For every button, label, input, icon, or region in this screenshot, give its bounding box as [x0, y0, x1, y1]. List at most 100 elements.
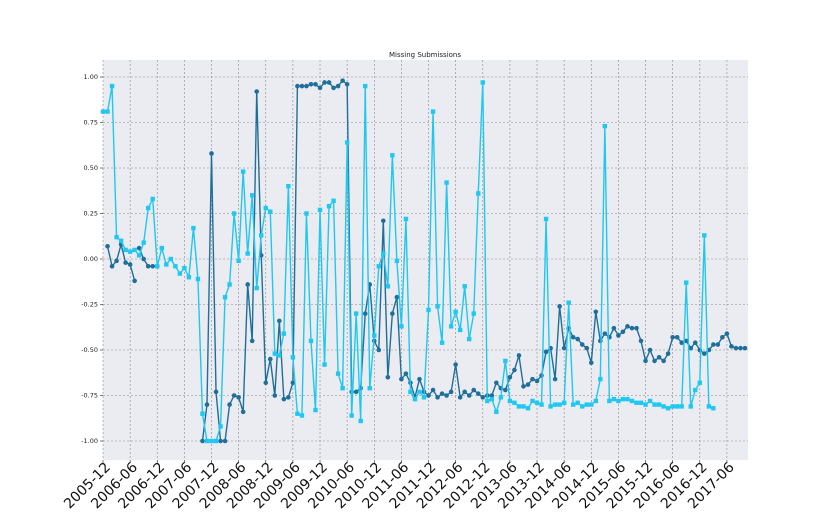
data-point — [720, 334, 725, 340]
data-point — [295, 83, 300, 89]
data-point — [634, 325, 639, 331]
data-point — [308, 81, 314, 87]
data-point — [661, 358, 666, 364]
data-point — [344, 81, 350, 87]
data-point — [155, 264, 160, 269]
data-point — [498, 395, 504, 400]
data-point — [173, 264, 178, 269]
data-point — [476, 191, 481, 196]
data-point — [277, 318, 282, 324]
data-point — [611, 396, 617, 402]
data-point — [462, 284, 467, 289]
data-point — [159, 245, 164, 251]
data-point — [272, 351, 278, 356]
data-point — [665, 406, 671, 411]
data-point — [394, 294, 400, 300]
data-point — [299, 83, 305, 89]
data-point — [326, 204, 332, 209]
data-point — [430, 109, 436, 114]
data-point — [688, 345, 694, 351]
y-tick-label: -1.00 — [81, 437, 98, 445]
data-point — [195, 276, 201, 282]
data-point — [453, 362, 458, 367]
data-point — [521, 384, 526, 389]
data-point — [281, 396, 287, 402]
data-point — [231, 211, 237, 216]
data-point — [724, 331, 730, 336]
data-point — [313, 407, 318, 413]
data-point — [475, 391, 481, 396]
data-point — [146, 205, 151, 211]
data-point — [326, 80, 332, 85]
data-point — [322, 362, 327, 367]
y-tick-label: -0.75 — [81, 392, 98, 400]
data-point — [684, 280, 689, 285]
data-point — [539, 402, 544, 407]
data-point — [141, 240, 146, 245]
data-point — [674, 404, 680, 409]
data-point — [353, 389, 359, 395]
data-point — [304, 83, 309, 89]
data-point — [335, 371, 341, 376]
data-point — [362, 311, 368, 316]
data-point — [240, 409, 246, 415]
data-point — [168, 256, 174, 262]
data-point — [259, 233, 264, 238]
data-point — [711, 406, 716, 411]
data-point — [340, 386, 345, 391]
data-point — [494, 409, 499, 415]
series-layer — [100, 78, 748, 444]
data-point — [503, 387, 508, 393]
data-point — [629, 325, 635, 331]
data-point — [240, 169, 246, 174]
data-point — [132, 278, 137, 284]
data-point — [607, 398, 612, 404]
data-point — [286, 184, 291, 189]
data-point — [643, 358, 648, 364]
data-point — [322, 80, 327, 85]
data-point — [561, 345, 567, 351]
data-point — [602, 331, 608, 336]
data-point — [561, 400, 567, 405]
data-point — [186, 275, 192, 280]
data-point — [127, 249, 133, 254]
data-point — [444, 393, 449, 398]
data-point — [227, 402, 232, 407]
data-point — [439, 340, 445, 345]
data-point — [706, 404, 712, 409]
data-point — [738, 345, 743, 351]
data-point — [494, 380, 499, 386]
data-point — [390, 153, 395, 158]
data-point — [331, 198, 336, 203]
data-point — [222, 295, 228, 300]
data-point — [263, 380, 269, 386]
data-point — [435, 304, 440, 309]
data-point — [507, 398, 513, 404]
data-point — [620, 329, 626, 335]
data-point — [457, 395, 463, 400]
data-point — [331, 85, 336, 91]
data-point — [593, 309, 599, 315]
data-point — [353, 311, 359, 316]
data-point — [557, 304, 562, 309]
data-point — [290, 355, 296, 360]
data-point — [670, 334, 675, 340]
data-point — [286, 395, 291, 400]
data-point — [485, 398, 490, 404]
data-point — [557, 402, 562, 407]
y-tick-label: 0.00 — [84, 255, 98, 263]
data-point — [453, 309, 458, 314]
data-point — [457, 327, 463, 333]
data-point — [249, 338, 255, 344]
data-point — [448, 389, 454, 395]
data-point — [236, 258, 241, 264]
data-point — [249, 193, 255, 198]
data-point — [439, 391, 445, 396]
data-point — [412, 396, 418, 402]
data-point — [299, 413, 305, 418]
data-point — [688, 404, 693, 409]
data-point — [335, 83, 341, 89]
data-point — [213, 389, 219, 395]
series-line — [103, 81, 714, 442]
data-point — [652, 358, 657, 364]
